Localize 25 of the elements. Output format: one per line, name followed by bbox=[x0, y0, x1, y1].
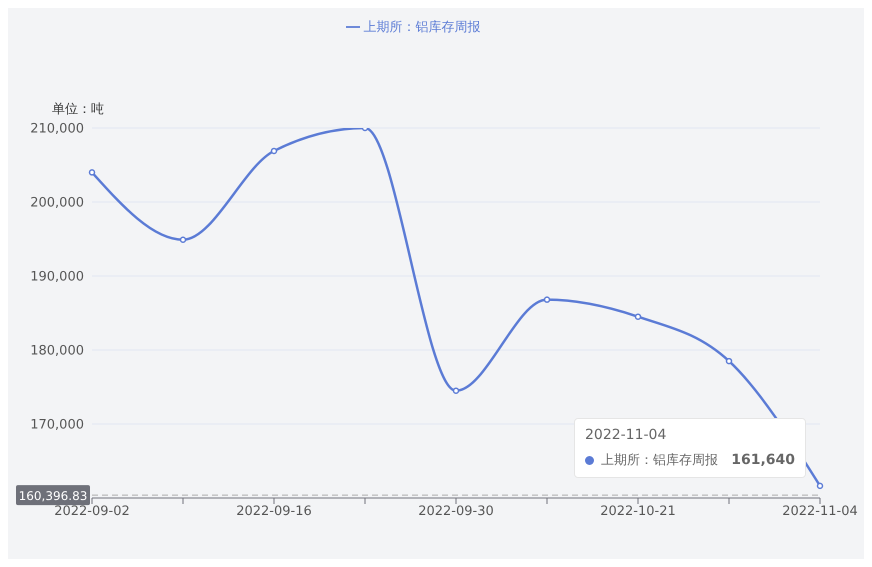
annotation: 2022-11-04 bbox=[585, 427, 668, 443]
point bbox=[726, 358, 732, 364]
y-tick-label: 190,000 bbox=[30, 270, 84, 285]
annotation: 上期所：铝库存周报 bbox=[601, 452, 718, 469]
tooltip-card: 2022-11-04 上期所：铝库存周报 161,640 bbox=[574, 418, 806, 478]
point bbox=[452, 387, 460, 394]
x-tick-label: 2022-09-30 bbox=[418, 504, 494, 520]
ref-line-label: 160,396.83 bbox=[18, 489, 88, 504]
annotation: 161,640 bbox=[731, 452, 795, 468]
x-tick-label: 2022-10-21 bbox=[600, 504, 676, 520]
y-tick-label: 180,000 bbox=[30, 344, 84, 359]
x-tick-label: 2022-09-02 bbox=[54, 504, 130, 520]
y-axis-title: 单位：吨 bbox=[52, 101, 104, 118]
point bbox=[270, 148, 278, 154]
y-tick-label: 200,000 bbox=[30, 196, 84, 211]
y-tick-label: 170,000 bbox=[30, 418, 84, 433]
y-tick-label: 210,000 bbox=[30, 122, 84, 137]
legend-label: 上期所：铝库存周报 bbox=[364, 20, 480, 35]
point bbox=[180, 236, 186, 243]
x-tick-label: 2022-09-16 bbox=[236, 504, 312, 520]
point bbox=[816, 482, 824, 490]
point bbox=[88, 169, 96, 176]
x-tick-label: 2022-11-04 bbox=[782, 504, 858, 520]
point bbox=[634, 313, 642, 320]
point bbox=[544, 296, 550, 303]
